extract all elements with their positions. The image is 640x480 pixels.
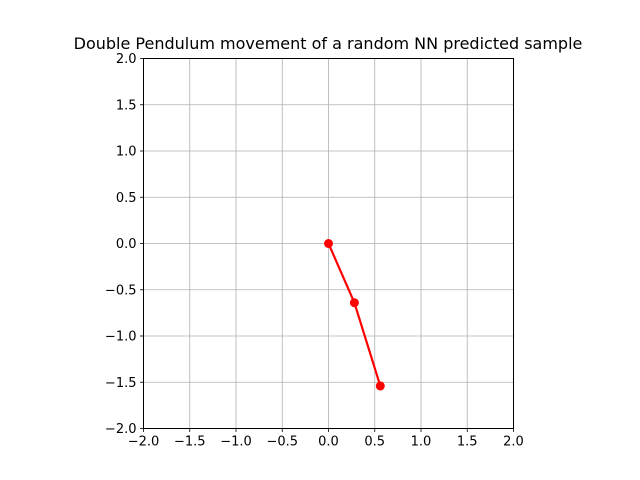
x-tick-label: 2.0	[503, 435, 524, 450]
x-tick-label: −2.0	[128, 435, 160, 450]
plot-frame	[143, 58, 514, 429]
y-tick-label: −0.5	[105, 283, 137, 298]
pendulum-joint-point	[349, 298, 359, 308]
y-tick-label: 1.5	[116, 98, 137, 113]
x-tick-label: −0.5	[266, 435, 298, 450]
y-tick-label: 0.5	[116, 191, 137, 206]
x-tick-label: 1.0	[411, 435, 432, 450]
series-layer	[324, 239, 385, 391]
y-tick-label: 1.0	[116, 145, 137, 160]
x-tick-label: −1.0	[220, 435, 252, 450]
y-tick-label: 2.0	[116, 52, 137, 67]
chart-title: Double Pendulum movement of a random NN …	[74, 34, 583, 53]
x-tick-label: 0.0	[318, 435, 339, 450]
y-tick-label: 0.0	[116, 237, 137, 252]
y-tick-label: −1.5	[105, 376, 137, 391]
x-tick-label: 0.5	[364, 435, 385, 450]
y-tick-label: −2.0	[105, 422, 137, 437]
grid	[143, 58, 514, 429]
x-tick-label: 1.5	[457, 435, 478, 450]
pendulum-joint-point	[375, 381, 385, 391]
y-axis: −2.0 −1.5 −1.0 −0.5 0.0 0.5 1.0 1.5 2.0	[105, 52, 144, 437]
x-tick-label: −1.5	[174, 435, 206, 450]
y-tick-label: −1.0	[105, 330, 137, 345]
pendulum-joint-point	[324, 239, 333, 248]
x-axis: −2.0 −1.5 −1.0 −0.5 0.0 0.5 1.0 1.5 2.0	[128, 428, 524, 450]
